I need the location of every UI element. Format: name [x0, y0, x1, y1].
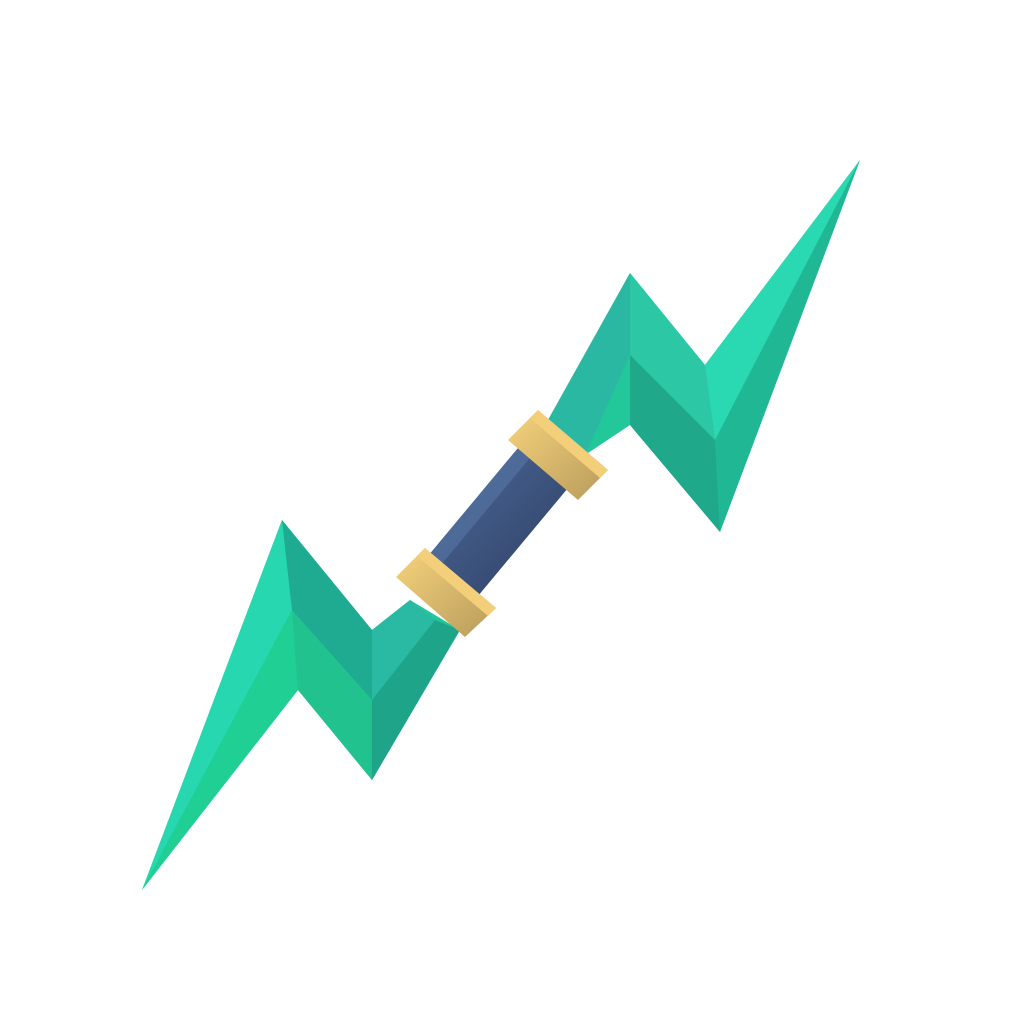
upper-blade-lower-face: [630, 355, 720, 532]
upper-band-ring: [508, 410, 608, 500]
upper-blade-tip-shadow: [715, 160, 860, 532]
upper-blade-peak-top: [630, 273, 715, 440]
lower-blade-neck-shadow: [372, 620, 460, 780]
upper-band: [508, 410, 608, 500]
lower-band-ring: [396, 548, 496, 637]
handle-grip-highlight: [428, 448, 530, 566]
upper-blade-neck-face: [548, 273, 630, 455]
handle: [428, 448, 568, 596]
lower-blade-peak-top: [282, 520, 372, 700]
upper-band-top-face: [530, 410, 608, 478]
lower-blade: [142, 520, 460, 890]
lower-blade-tip-shadow: [142, 610, 298, 890]
lower-band-top-face: [417, 548, 496, 616]
lower-band: [396, 548, 496, 637]
lower-blade-lower-face: [292, 610, 372, 780]
upper-blade: [548, 160, 860, 532]
lower-blade-tip-face: [142, 520, 292, 890]
handle-grip: [428, 448, 568, 596]
upper-blade-tip-face: [705, 160, 860, 440]
lower-blade-neck-face: [372, 600, 435, 700]
